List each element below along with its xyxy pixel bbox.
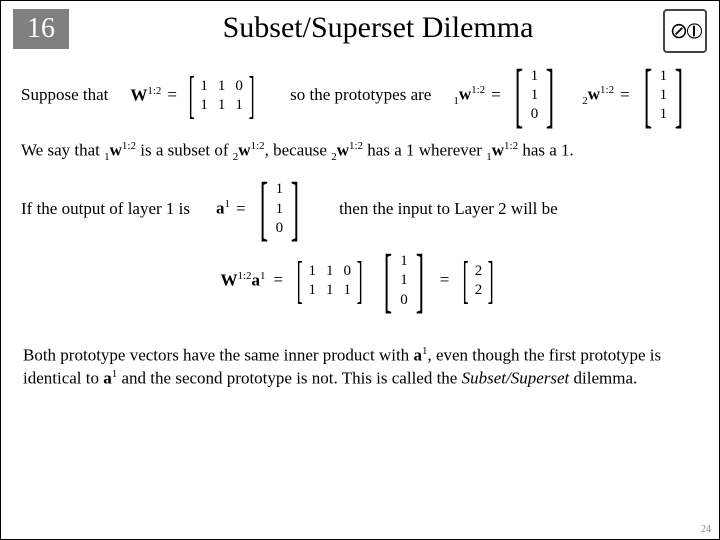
eq-result: [ 22 ] <box>457 260 499 302</box>
then-text: then the input to Layer 2 will be <box>339 198 558 221</box>
W-var: W1:2 <box>130 84 161 108</box>
slide-title: Subset/Superset Dilemma <box>93 9 663 45</box>
equation: W1:2a1 = [ 11 11 01 ] [ 110 ] = [ 22 ] <box>21 252 699 310</box>
subset-sentence: We say that 1w1:2 is a subset of 2w1:2, … <box>21 139 699 165</box>
if-text: If the output of layer 1 is <box>21 198 190 221</box>
proto2-vec: [ 111 ] <box>636 67 691 125</box>
a1-var: a1 <box>216 197 230 221</box>
page-number: 24 <box>701 524 711 535</box>
eq-W-matrix: [ 11 11 01 ] <box>291 260 368 302</box>
logo-icon: ⊘⦶ <box>663 9 707 53</box>
suppose-row: Suppose that W1:2 = [ 11 11 01 ] so the … <box>21 67 699 125</box>
layer1-row: If the output of layer 1 is a1 = [ 110 ]… <box>21 180 699 238</box>
so-text: so the prototypes are <box>290 84 431 107</box>
slide-number: 16 <box>13 9 69 49</box>
suppose-text: Suppose that <box>21 84 108 107</box>
W-matrix: [ 11 11 01 ] <box>183 75 260 117</box>
proto2-var: 2w1:2 <box>582 83 614 109</box>
proto1-vec: [ 110 ] <box>507 67 562 125</box>
a1-vec: [ 110 ] <box>252 180 307 238</box>
eq-a-vec: [ 110 ] <box>376 252 431 310</box>
conclusion: Both prototype vectors have the same inn… <box>21 344 699 391</box>
proto1-var: 1w1:2 <box>453 83 485 109</box>
